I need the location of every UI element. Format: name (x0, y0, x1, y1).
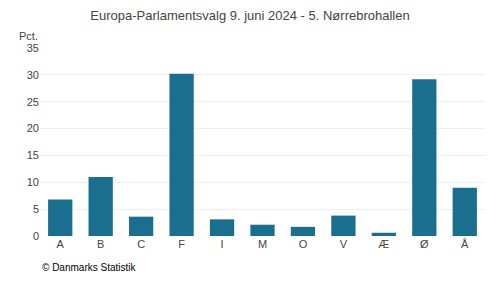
svg-text:Å: Å (461, 238, 469, 250)
svg-text:10: 10 (27, 176, 39, 188)
svg-text:© Danmarks Statistik: © Danmarks Statistik (42, 262, 137, 273)
svg-text:V: V (340, 238, 348, 250)
svg-text:Europa-Parlamentsvalg 9. juni: Europa-Parlamentsvalg 9. juni 2024 - 5. … (90, 8, 409, 23)
svg-text:Pct.: Pct. (19, 30, 38, 42)
svg-text:35: 35 (27, 42, 39, 54)
svg-text:0: 0 (33, 230, 39, 242)
svg-text:30: 30 (27, 69, 39, 81)
svg-text:5: 5 (33, 203, 39, 215)
svg-text:Æ: Æ (378, 238, 389, 250)
svg-text:20: 20 (27, 122, 39, 134)
svg-text:F: F (178, 238, 185, 250)
svg-text:I: I (221, 238, 224, 250)
svg-text:25: 25 (27, 96, 39, 108)
svg-text:B: B (97, 238, 104, 250)
svg-text:15: 15 (27, 149, 39, 161)
svg-text:Ø: Ø (420, 238, 429, 250)
svg-text:C: C (137, 238, 145, 250)
svg-text:O: O (299, 238, 308, 250)
svg-text:M: M (258, 238, 267, 250)
svg-text:A: A (57, 238, 65, 250)
